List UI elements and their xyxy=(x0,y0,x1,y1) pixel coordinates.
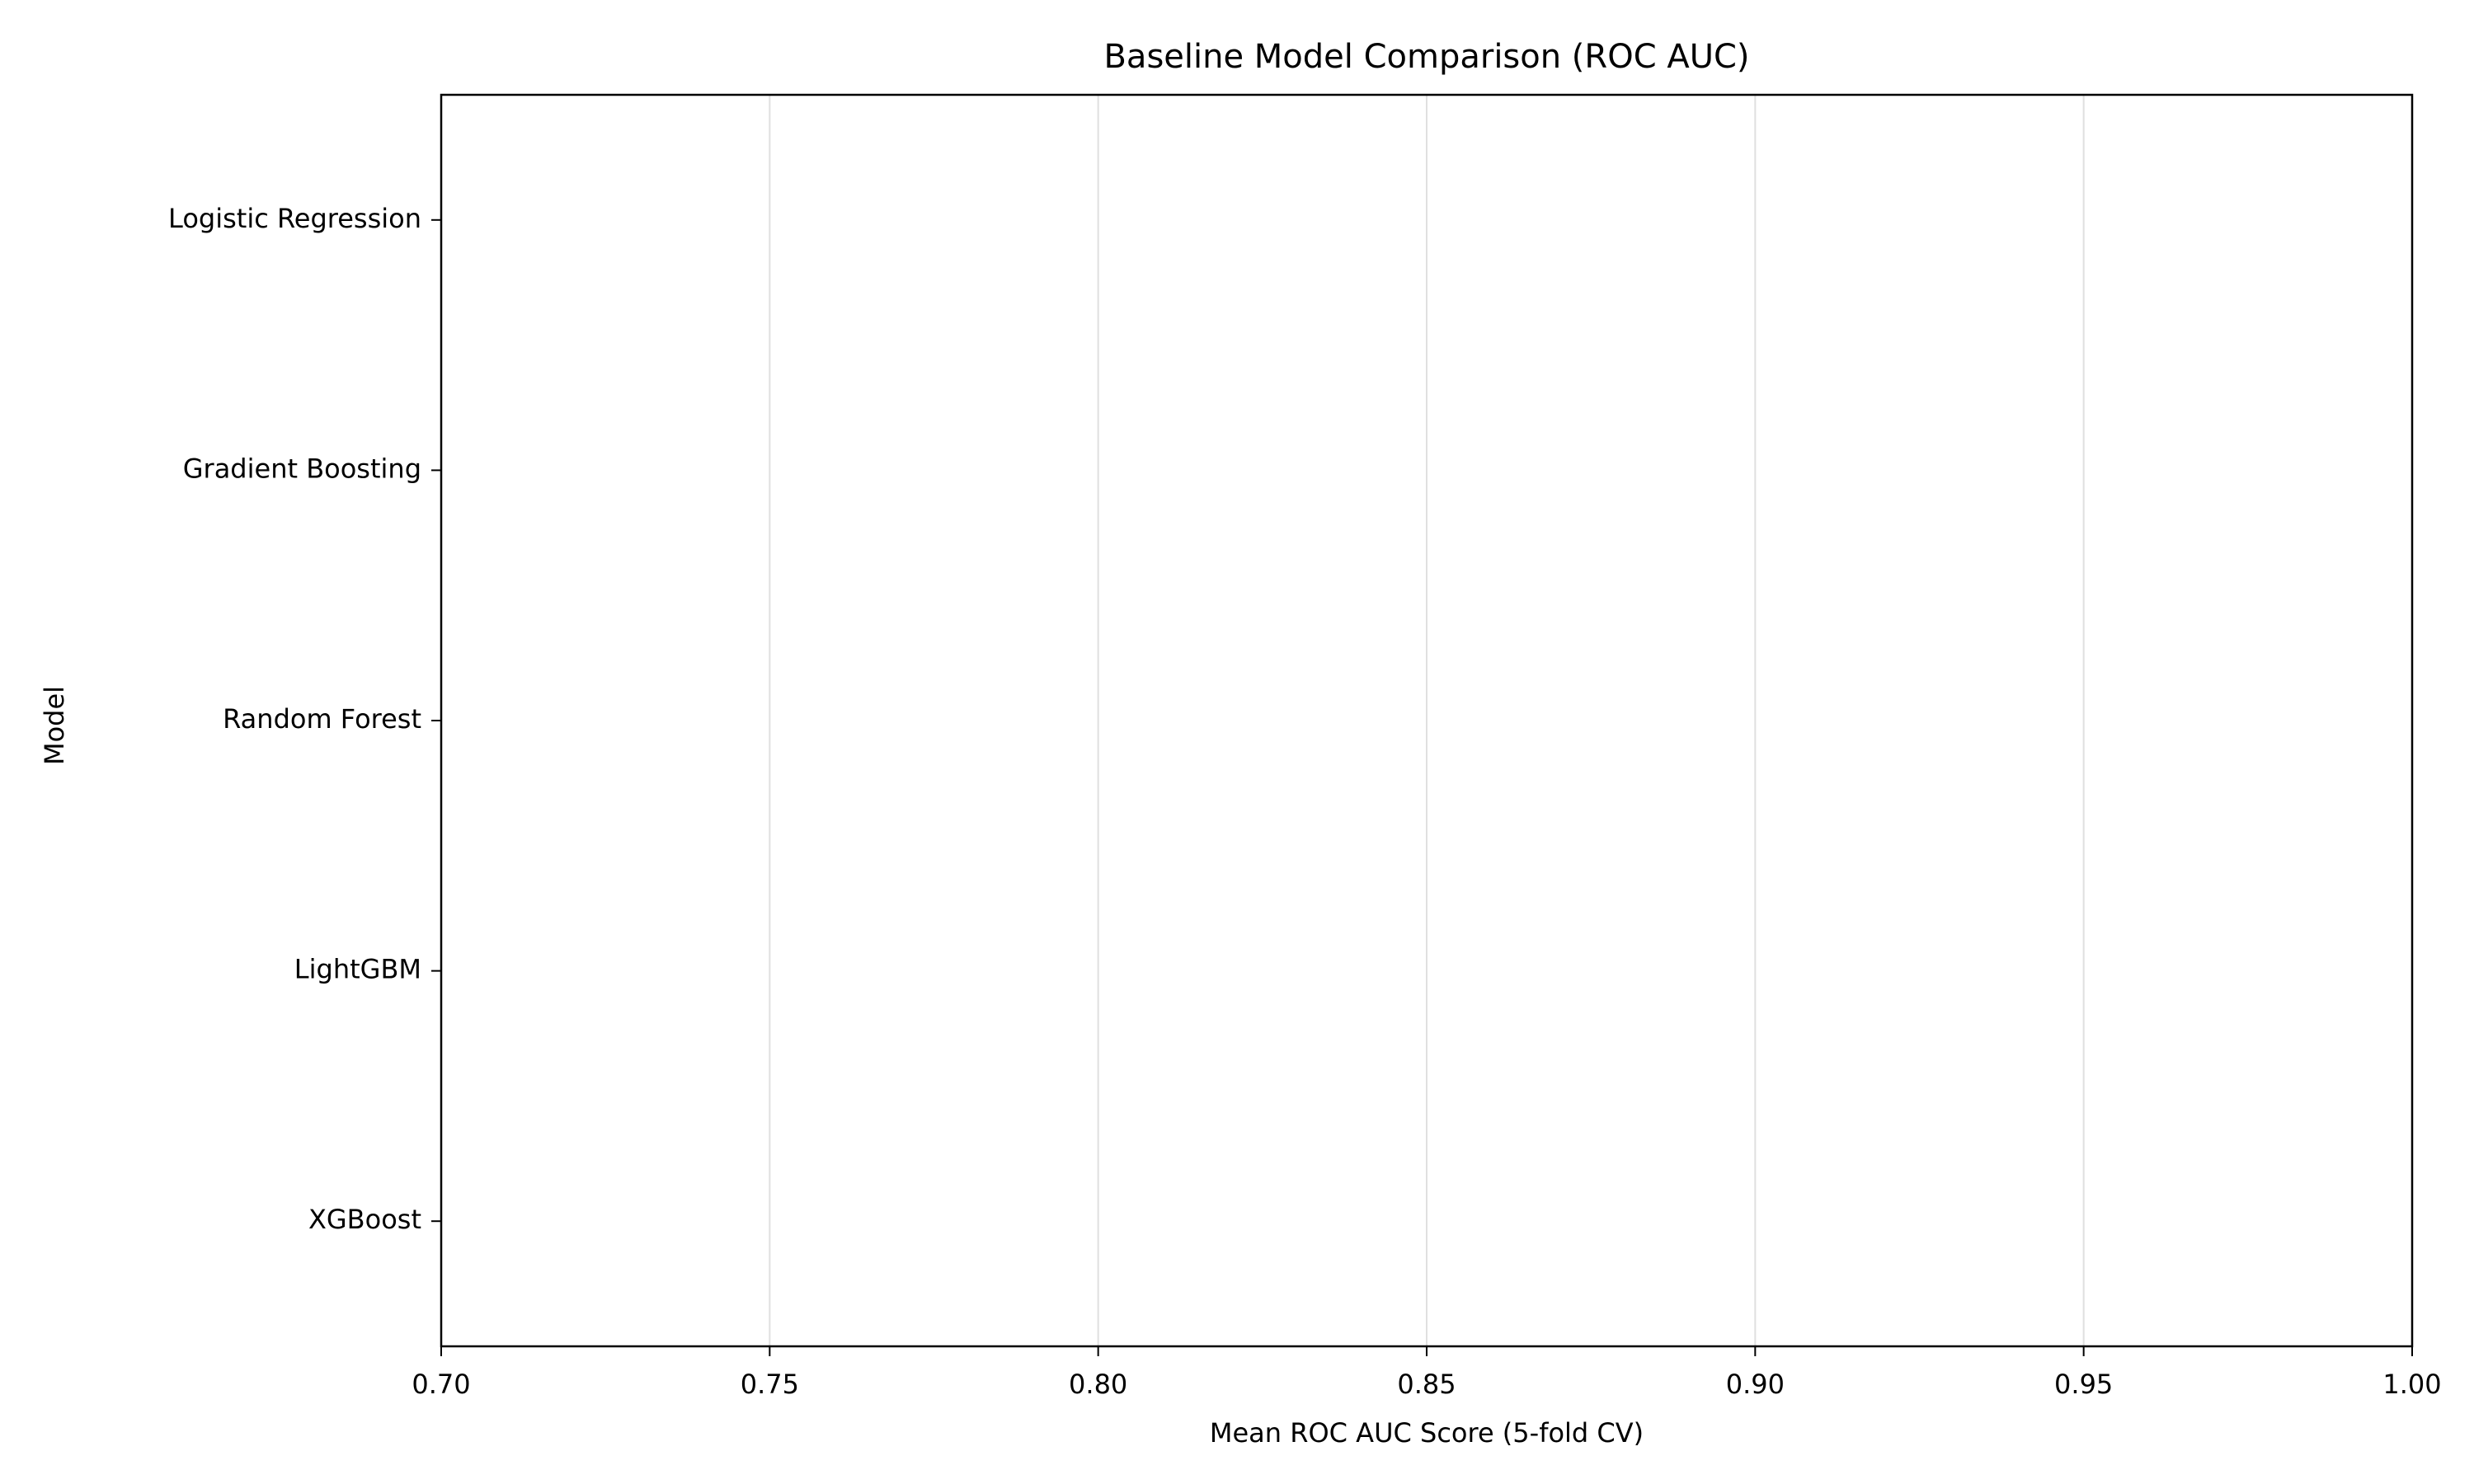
chart-title: Baseline Model Comparison (ROC AUC) xyxy=(1103,38,1749,76)
y-tick-label: Gradient Boosting xyxy=(183,453,421,484)
x-tick-label: 0.80 xyxy=(1069,1369,1127,1400)
x-tick-label: 0.85 xyxy=(1397,1369,1456,1400)
x-tick-label: 0.75 xyxy=(741,1369,799,1400)
x-axis-label: Mean ROC AUC Score (5-fold CV) xyxy=(1210,1417,1644,1449)
x-tick-label: 0.90 xyxy=(1726,1369,1785,1400)
y-axis-label: Model xyxy=(39,686,70,765)
plot-frame xyxy=(440,93,2414,1348)
y-tick-label: Logistic Regression xyxy=(168,203,421,234)
y-tick-label: Random Forest xyxy=(223,703,421,735)
x-tick-label: 0.70 xyxy=(412,1369,470,1400)
y-tick-label: XGBoost xyxy=(308,1204,421,1235)
y-tick-label: LightGBM xyxy=(294,954,421,985)
x-tick-label: 1.00 xyxy=(2382,1369,2441,1400)
x-tick-label: 0.95 xyxy=(2054,1369,2113,1400)
